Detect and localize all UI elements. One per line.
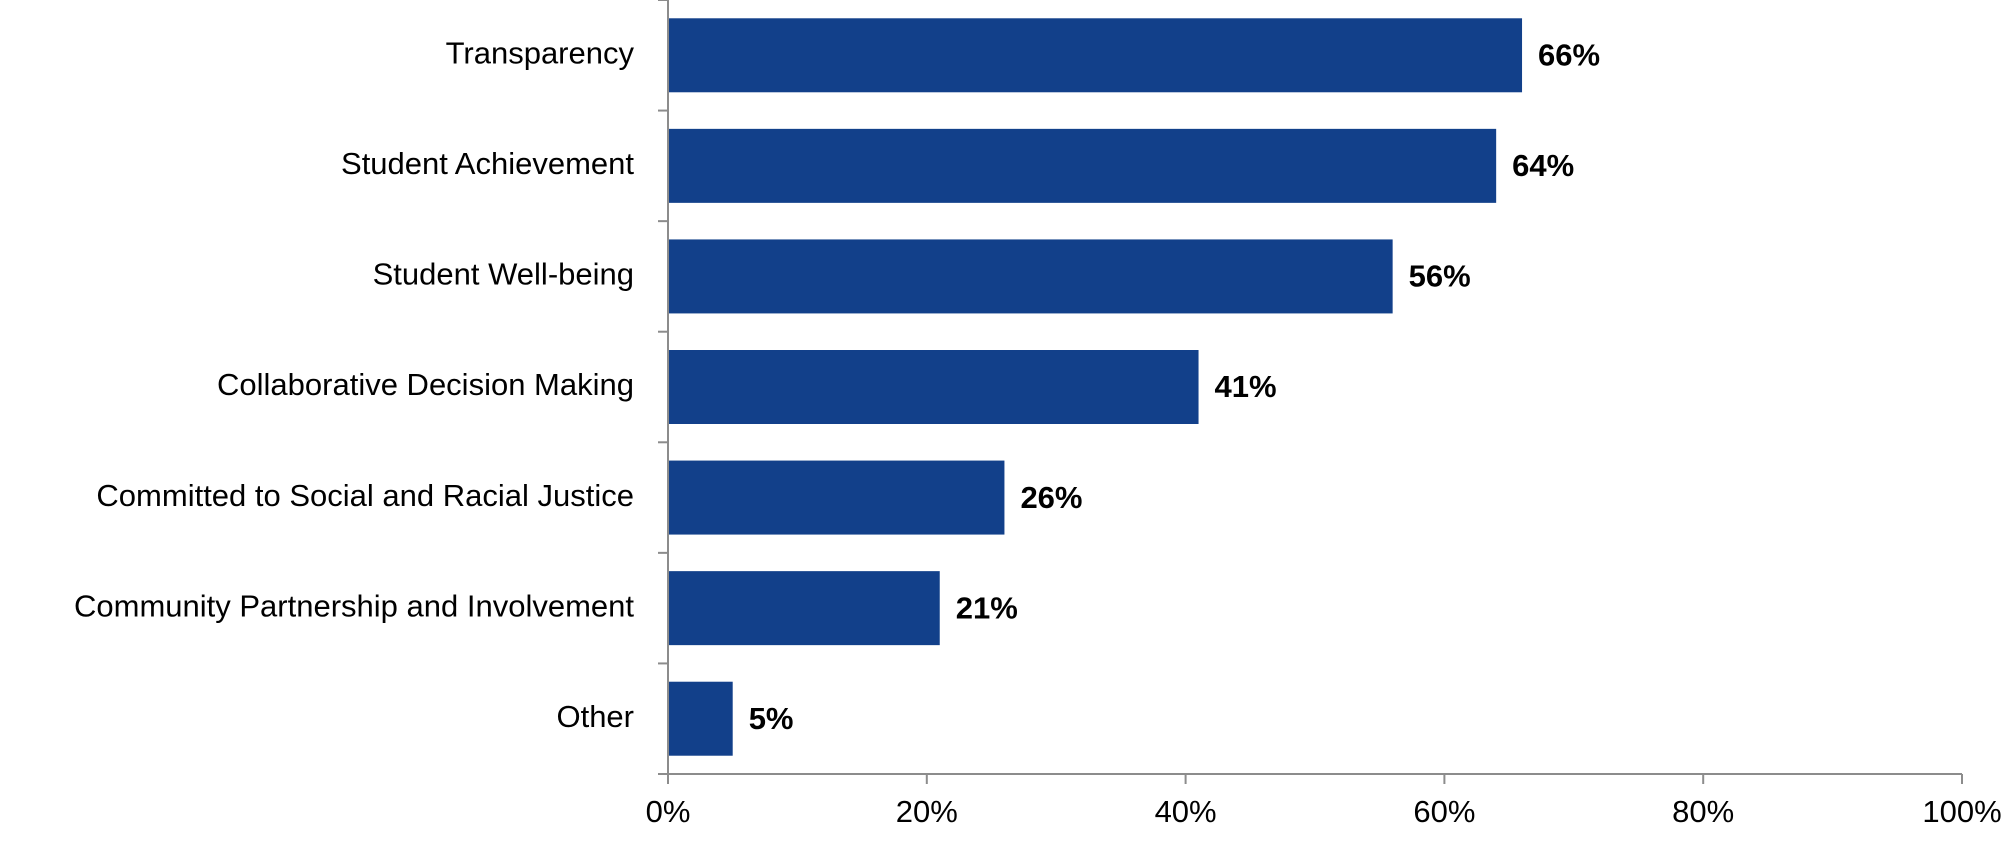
- bar: [668, 571, 940, 646]
- bars-layer: [668, 18, 1523, 756]
- x-tick-label: 20%: [896, 794, 958, 829]
- x-tick-label: 40%: [1155, 794, 1217, 829]
- category-label: Student Well-being: [373, 257, 634, 292]
- data-label: 26%: [1020, 480, 1082, 515]
- x-tick-label: 60%: [1413, 794, 1475, 829]
- data-label: 66%: [1538, 37, 1600, 72]
- category-label: Other: [556, 699, 634, 734]
- labels-layer: Transparency 66% Student Achievement 64% Stu…: [74, 35, 2002, 829]
- x-tick-label: 80%: [1672, 794, 1734, 829]
- axes-layer: [667, 0, 1962, 775]
- bar: [668, 128, 1497, 203]
- category-label: Community Partnership and Involvement: [74, 588, 634, 623]
- x-tick-label: 0%: [646, 794, 691, 829]
- data-label: 64%: [1512, 148, 1574, 183]
- data-label: 41%: [1215, 369, 1277, 404]
- category-label: Committed to Social and Racial Justice: [96, 478, 634, 513]
- category-label: Transparency: [446, 35, 635, 70]
- bar: [668, 350, 1199, 424]
- bar: [668, 18, 1523, 93]
- bar: [668, 681, 733, 756]
- data-label: 5%: [749, 701, 794, 736]
- data-label: 21%: [956, 590, 1018, 625]
- bar: [668, 239, 1393, 314]
- data-label: 56%: [1409, 259, 1471, 294]
- bar: [668, 460, 1005, 535]
- category-label: Collaborative Decision Making: [217, 367, 634, 402]
- x-tick-label: 100%: [1922, 794, 2001, 829]
- category-label: Student Achievement: [341, 146, 634, 181]
